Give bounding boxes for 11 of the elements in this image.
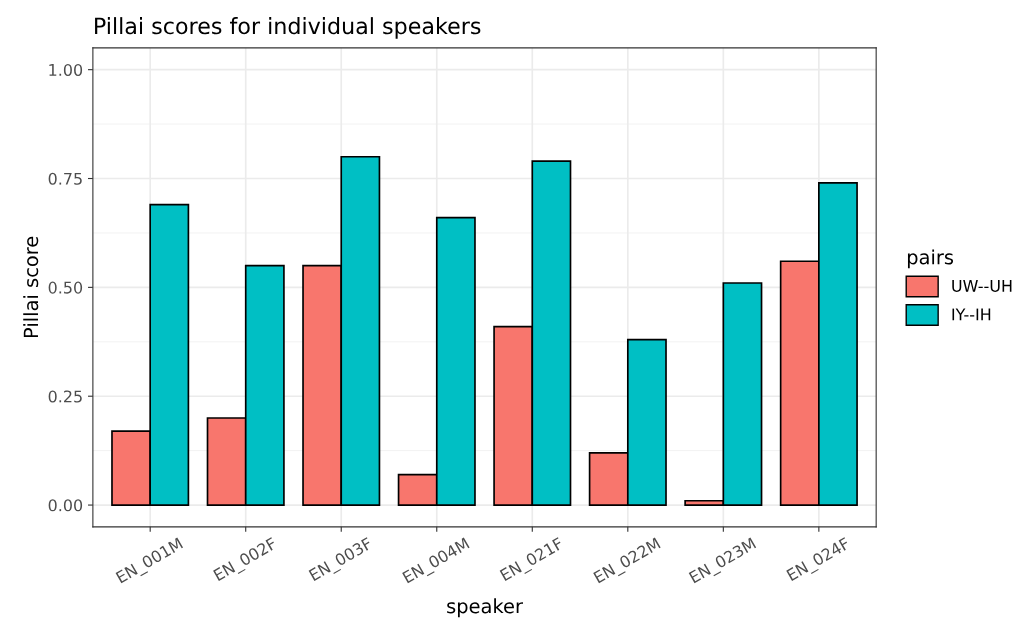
- y-tick-label: 0.75: [48, 172, 82, 185]
- x-axis-title: speaker: [447, 598, 523, 618]
- y-tick-label: 0.00: [48, 499, 83, 512]
- y-tick-label: 0.25: [48, 390, 82, 403]
- legend-label: IY--IH: [952, 308, 991, 321]
- legend-label: UW--UH: [952, 280, 1012, 292]
- legend-title: pairs: [907, 249, 954, 269]
- y-axis-title: Pillai score: [23, 236, 39, 338]
- y-tick-label: 1.00: [49, 63, 83, 76]
- y-tick-label: 0.50: [48, 281, 83, 294]
- chart-title: Pillai scores for individual speakers: [95, 17, 481, 39]
